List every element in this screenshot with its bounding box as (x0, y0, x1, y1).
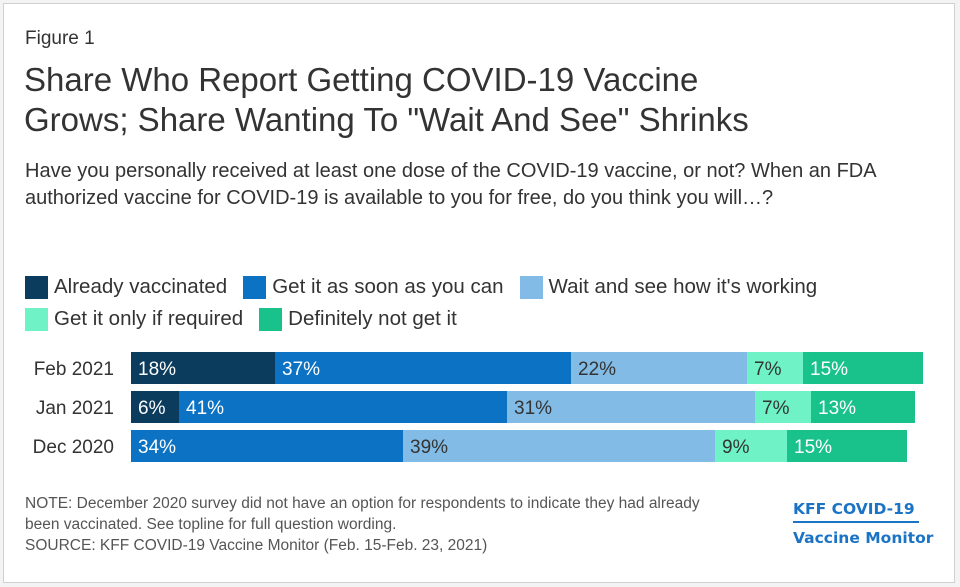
data-label: 31% (514, 398, 552, 419)
bar-segment (803, 352, 923, 384)
data-label: 15% (810, 359, 848, 380)
figure-card (3, 3, 955, 583)
legend-swatch (25, 307, 48, 331)
legend-label: Wait and see how it's working (548, 275, 818, 298)
data-label: 39% (410, 437, 448, 458)
legend-swatch (243, 275, 267, 299)
bar-segment (715, 430, 787, 462)
data-label: 34% (138, 437, 176, 458)
legend-row-1: Already vaccinated Get it as soon as you… (25, 271, 935, 303)
data-label: 9% (722, 437, 750, 458)
legend-item-get-asap: Get it as soon as you can (243, 275, 504, 299)
chart-note: NOTE: December 2020 survey did not have … (25, 493, 785, 556)
data-label: 7% (754, 359, 782, 380)
note-line-2: been vaccinated. See topline for full qu… (25, 516, 397, 533)
legend-label: Already vaccinated (54, 275, 228, 298)
figure-label: Figure 1 (25, 28, 95, 49)
bar-segment (179, 391, 507, 423)
category-label: Jan 2021 (36, 398, 114, 419)
chart-subtitle: Have you personally received at least on… (25, 160, 876, 209)
kff-logo: KFF COVID-19 Vaccine Monitor (793, 500, 943, 547)
data-label: 15% (794, 437, 832, 458)
stacked-bar-chart: Feb 2021 18% 37% 22% 7% 15%Jan 2021 6% 41% 31% 7%… (33, 352, 923, 462)
bar-segment (755, 391, 811, 423)
data-label: 7% (762, 398, 790, 419)
bar-segment (131, 430, 403, 462)
category-label: Dec 2020 (33, 437, 114, 458)
bar-segment (571, 352, 747, 384)
kff-logo-line-2: Vaccine Monitor (793, 529, 934, 547)
bar-segment (507, 391, 755, 423)
bar-segment (131, 391, 179, 423)
legend-item-already-vaccinated: Already vaccinated (25, 275, 227, 299)
bar-segment (131, 352, 275, 384)
category-label: Feb 2021 (34, 359, 114, 380)
bar-segment (811, 391, 915, 423)
legend-label: Get it only if required (54, 307, 244, 330)
kff-logo-line-1: KFF COVID-19 (793, 500, 919, 523)
source-line: SOURCE: KFF COVID-19 Vaccine Monitor (Fe… (25, 537, 488, 554)
data-label: 22% (578, 359, 616, 380)
chart-title-line-1: Share Who Report Getting COVID-19 Vaccin… (24, 61, 699, 98)
data-label: 18% (138, 359, 176, 380)
legend-swatch (519, 275, 543, 299)
data-label: 13% (818, 398, 856, 419)
legend-item-wait-and-see: Wait and see how it's working (519, 275, 818, 299)
bar-segment (747, 352, 803, 384)
data-label: 41% (186, 398, 224, 419)
chart-title: Share Who Report Getting COVID-19 Vaccin… (24, 60, 924, 140)
data-label: 6% (138, 398, 166, 419)
legend-swatch (259, 307, 283, 331)
legend-swatch (25, 275, 48, 299)
chart-legend: Already vaccinated Get it as soon as you… (25, 271, 935, 335)
legend-item-only-if-required: Get it only if required (25, 307, 243, 331)
chart-title-line-2: Grows; Share Wanting To "Wait And See" S… (24, 101, 749, 138)
note-line-1: NOTE: December 2020 survey did not have … (25, 495, 700, 512)
bar-segment (275, 352, 571, 384)
bar-segment (787, 430, 907, 462)
legend-row-2: Get it only if required Definitely not g… (25, 303, 935, 335)
legend-label: Get it as soon as you can (272, 275, 504, 298)
legend-item-definitely-not: Definitely not get it (259, 307, 457, 331)
bar-segment (403, 430, 715, 462)
data-label: 37% (282, 359, 320, 380)
legend-label: Definitely not get it (288, 307, 457, 330)
